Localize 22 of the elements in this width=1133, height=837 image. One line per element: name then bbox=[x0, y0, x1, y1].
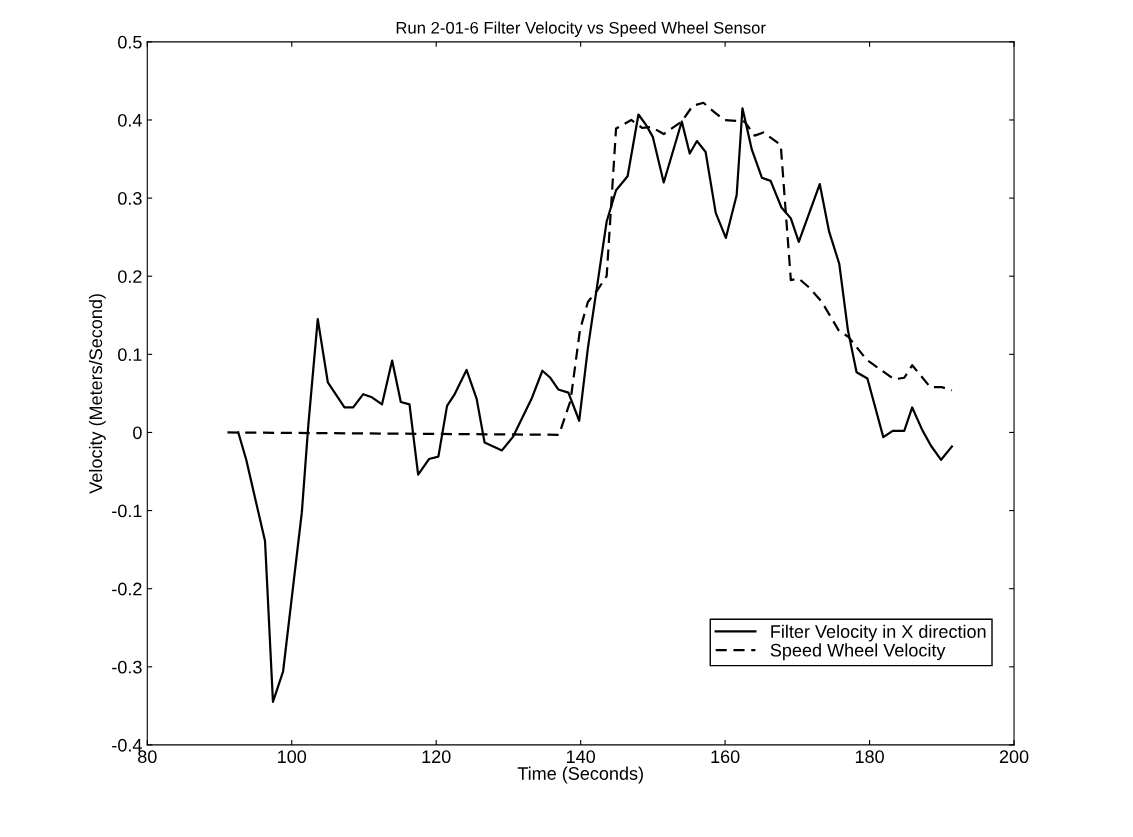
x-tick-label: 140 bbox=[566, 750, 596, 764]
y-tick-label: -0.3 bbox=[112, 660, 142, 674]
y-tick-label: -0.4 bbox=[112, 738, 142, 752]
y-tick-label: -0.1 bbox=[112, 504, 142, 518]
x-tick-label: 100 bbox=[278, 750, 307, 764]
y-tick-label: 0.4 bbox=[118, 113, 142, 127]
x-tick-label: 200 bbox=[999, 750, 1029, 764]
y-tick-label: 0.3 bbox=[118, 192, 142, 205]
y-tick-label: 0 bbox=[133, 426, 142, 440]
y-axis-title: Velocity (Meters/Second) bbox=[88, 294, 106, 494]
x-tick-label: 180 bbox=[855, 750, 884, 764]
y-tick-label: -0.2 bbox=[112, 582, 142, 596]
x-axis-title: Time (Seconds) bbox=[517, 766, 643, 784]
legend-label: Speed Wheel Velocity bbox=[770, 643, 946, 661]
x-tick-label: 160 bbox=[711, 750, 740, 764]
x-tick-label: 80 bbox=[138, 750, 157, 764]
legend-label: Filter Velocity in X direction bbox=[771, 624, 986, 642]
chart-title: Run 2-01-6 Filter Velocity vs Speed Wheel Sensor bbox=[396, 21, 766, 37]
y-tick-label: 0.1 bbox=[118, 348, 142, 362]
y-tick-label: 0.5 bbox=[118, 35, 142, 49]
y-tick-label: 0.2 bbox=[118, 270, 142, 283]
x-tick-label: 120 bbox=[422, 750, 451, 764]
